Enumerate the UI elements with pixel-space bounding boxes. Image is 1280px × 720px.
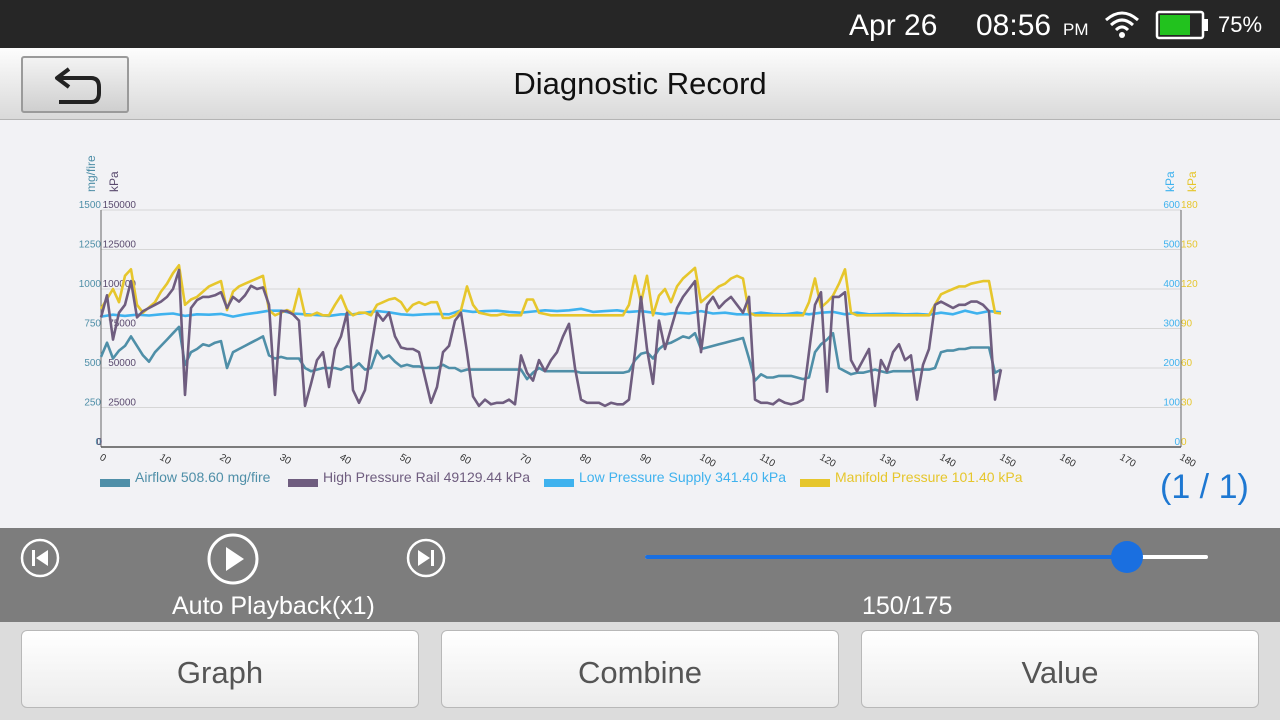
right-axis-tick-label: 90 — [1181, 319, 1193, 330]
play-button[interactable] — [206, 532, 260, 591]
x-axis-tick-label: 40 — [338, 452, 354, 467]
left-axis-tick-label: 150000 — [103, 200, 137, 211]
skip-previous-icon — [20, 538, 60, 578]
right-axis-tick-label: 500 — [1163, 240, 1180, 251]
right-axis-tick-label: 100 — [1163, 398, 1180, 409]
battery-percent: 75% — [1218, 12, 1263, 37]
legend-entry: Low Pressure Supply 341.40 kPa — [579, 469, 786, 485]
right-axis-tick-label: 180 — [1181, 200, 1198, 211]
right-axis-tick-label: 150 — [1181, 240, 1198, 251]
status-ampm: PM — [1063, 20, 1089, 39]
page-indicator: (1 / 1) — [1160, 468, 1249, 506]
right-axis-tick-label: 300 — [1163, 319, 1180, 330]
right-axis-tick-label: 30 — [1181, 398, 1193, 409]
x-axis-tick-label: 140 — [938, 452, 958, 470]
x-axis-tick-label: 110 — [758, 452, 778, 470]
battery-icon — [1155, 10, 1209, 40]
slider-fill — [645, 555, 1128, 559]
right-axis-tick-label: 0 — [1174, 437, 1180, 448]
right-axis-tick-label: 200 — [1163, 358, 1180, 369]
skip-next-button[interactable] — [406, 538, 446, 583]
x-axis-tick-label: 130 — [878, 452, 898, 470]
x-axis-tick-label: 120 — [818, 452, 838, 470]
playback-label: Auto Playback(x1) — [172, 592, 375, 620]
right-axis-tick-label: 60 — [1181, 358, 1193, 369]
series-line-manifold-pressure — [99, 264, 1002, 320]
left-axis-tick-label: 1000 — [79, 279, 102, 290]
left-axis-tick-label: 25000 — [108, 398, 136, 409]
left-axis-tick-label: 0 — [95, 437, 101, 448]
x-axis-tick-label: 90 — [638, 452, 654, 467]
left-axis-tick-label: 1250 — [79, 240, 102, 251]
x-axis-tick-label: 160 — [1058, 452, 1078, 470]
x-axis-tick-label: 150 — [998, 452, 1018, 470]
wifi-icon — [1104, 10, 1140, 40]
left-axis-tick-label: 100000 — [103, 279, 137, 290]
x-axis-tick-label: 50 — [398, 452, 414, 467]
x-axis-tick-label: 70 — [518, 452, 534, 467]
axis-unit-label: kPa — [1163, 171, 1177, 192]
slider-thumb[interactable] — [1111, 541, 1144, 573]
playback-slider[interactable] — [645, 541, 1208, 573]
page-title: Diagnostic Record — [513, 66, 767, 101]
value-button[interactable]: Value — [861, 630, 1259, 708]
play-icon — [207, 533, 259, 585]
skip-previous-button[interactable] — [20, 538, 60, 583]
x-axis-tick-label: 100 — [698, 452, 718, 470]
x-axis-tick-label: 30 — [278, 452, 294, 467]
left-axis-tick-label: 500 — [84, 358, 101, 369]
status-date: Apr 26 — [849, 9, 938, 42]
right-axis-tick-label: 600 — [1163, 200, 1180, 211]
playback-bar: Auto Playback(x1) 150/175 — [0, 528, 1280, 622]
legend-swatch — [544, 479, 574, 487]
status-bar: Apr 26 08:56 PM 75% — [0, 0, 1280, 48]
legend-entry: Manifold Pressure 101.40 kPa — [835, 469, 1023, 485]
x-axis-tick-label: 0 — [98, 452, 109, 465]
right-axis-tick-label: 120 — [1181, 279, 1198, 290]
legend-entry: High Pressure Rail 49129.44 kPa — [323, 469, 530, 485]
graph-button[interactable]: Graph — [21, 630, 419, 708]
series-line-high-pressure-rail — [99, 268, 1003, 408]
playback-position: 150/175 — [862, 592, 953, 620]
chart-area: 0 250 500 750 1000 1250 1500 0 25000 50000 75000 10… — [0, 120, 1280, 528]
axis-unit-label: mg/fire — [84, 155, 98, 192]
legend-swatch — [800, 479, 830, 487]
left-axis-tick-label: 1500 — [79, 200, 102, 211]
title-bar: Diagnostic Record — [0, 48, 1280, 120]
back-arrow-icon — [55, 67, 101, 104]
x-axis-tick-label: 10 — [158, 452, 174, 467]
legend-swatch — [100, 479, 130, 487]
skip-next-icon — [406, 538, 446, 578]
x-axis-tick-label: 20 — [218, 452, 234, 467]
back-button[interactable] — [21, 56, 129, 113]
left-axis-tick-label: 250 — [84, 398, 101, 409]
left-axis-tick-label: 50000 — [108, 358, 136, 369]
right-axis-tick-label: 0 — [1181, 437, 1187, 448]
x-axis-tick-label: 60 — [458, 452, 474, 467]
series-line-airflow — [99, 325, 1002, 382]
legend-swatch — [288, 479, 318, 487]
left-axis-tick-label: 125000 — [103, 240, 137, 251]
x-axis-tick-label: 80 — [578, 452, 594, 467]
combine-button[interactable]: Combine — [441, 630, 839, 708]
legend-entry: Airflow 508.60 mg/fire — [135, 469, 271, 485]
left-axis-tick-label: 0 — [96, 437, 102, 448]
line-chart: 0250500750100012501500025000500007500010… — [79, 155, 1199, 487]
left-axis-tick-label: 750 — [84, 319, 101, 330]
status-time: 08:56 — [976, 9, 1052, 42]
axis-unit-label: kPa — [1185, 171, 1199, 192]
x-axis-tick-label: 170 — [1118, 452, 1138, 470]
axis-unit-label: kPa — [107, 171, 121, 192]
left-axis-tick-label: 75000 — [108, 319, 136, 330]
right-axis-tick-label: 400 — [1163, 279, 1180, 290]
bottom-bar: Graph Combine Value — [0, 622, 1280, 720]
